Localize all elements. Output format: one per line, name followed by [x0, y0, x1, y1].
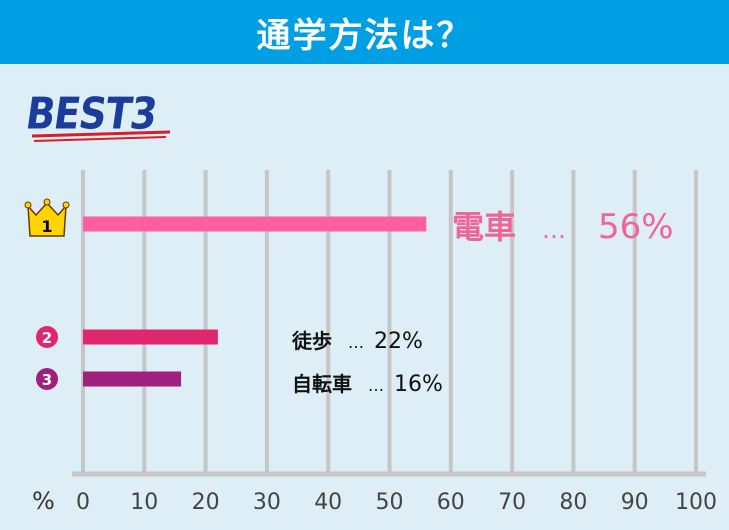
category-name: 自転車 [292, 372, 352, 396]
header-banner: 通学方法は？ [0, 0, 729, 64]
best3-badge: BEST3 [23, 88, 180, 148]
x-tick-label: 20 [192, 490, 220, 515]
x-tick-label: 90 [621, 490, 649, 515]
bar-label-rank1: 電車 … 56% [452, 202, 674, 248]
category-name: 電車 [452, 208, 517, 246]
bar-label-rank2: 徒歩 … 22% [292, 325, 423, 354]
rank-badge-icon [36, 368, 58, 390]
rank-number: 3 [42, 371, 52, 389]
rank-number: 1 [41, 217, 52, 236]
x-tick-label: 0 [76, 490, 90, 515]
page-title: 通学方法は？ [256, 15, 473, 56]
x-tick-label: 80 [559, 490, 587, 515]
x-axis-unit-label: % [32, 487, 55, 515]
category-name: 徒歩 [292, 329, 332, 353]
value-label: 16% [394, 372, 443, 397]
bar-label-rank3: 自転車 … 16% [292, 368, 443, 397]
separator: … [542, 216, 567, 244]
x-tick-label: 10 [130, 490, 158, 515]
x-tick-label: 60 [437, 490, 465, 515]
x-tick-label: 70 [498, 490, 526, 515]
rank-number: 2 [42, 329, 52, 347]
crown-tip [62, 201, 70, 209]
bar-1 [83, 216, 427, 232]
separator: … [348, 333, 364, 352]
bar-2 [83, 329, 218, 345]
x-tick-label: 100 [675, 490, 717, 515]
x-tick-label: 40 [314, 490, 342, 515]
value-label: 22% [374, 329, 423, 354]
bar-3 [83, 371, 182, 387]
crown-icon [27, 201, 67, 237]
x-tick-label: 30 [253, 490, 281, 515]
separator: … [368, 376, 384, 395]
x-tick-label: 50 [376, 490, 404, 515]
rank-badge-icon [36, 326, 58, 348]
crown-tip [43, 198, 51, 206]
value-label: 56% [598, 207, 674, 247]
best3-underline [31, 130, 171, 142]
crown-tip [24, 201, 32, 209]
